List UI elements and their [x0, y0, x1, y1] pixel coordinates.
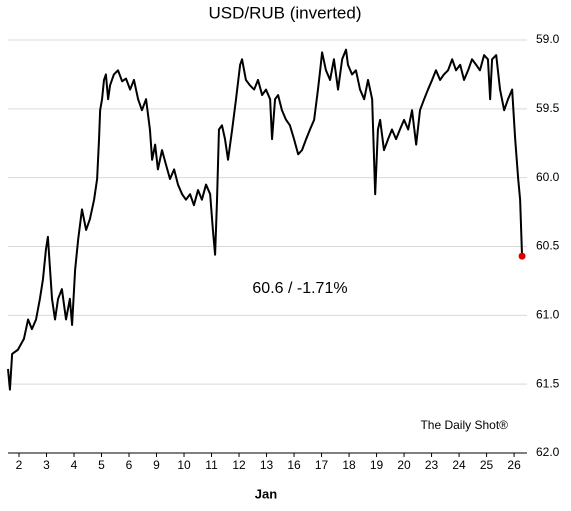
- y-tick-label: 59.5: [536, 101, 560, 115]
- x-tick-label: 18: [342, 458, 356, 472]
- x-tick-label: 19: [370, 458, 384, 472]
- x-tick-label: 12: [232, 458, 246, 472]
- x-tick-label: 13: [260, 458, 274, 472]
- x-tick-label: 9: [153, 458, 160, 472]
- y-tick-label: 59.0: [536, 32, 560, 46]
- x-tick-label: 26: [507, 458, 521, 472]
- x-tick-label: 24: [452, 458, 466, 472]
- y-tick-label: 60.5: [536, 239, 560, 253]
- x-tick-label: 5: [98, 458, 105, 472]
- x-tick-label: 10: [177, 458, 191, 472]
- y-tick-label: 62.0: [536, 445, 560, 459]
- x-tick-label: 6: [126, 458, 133, 472]
- x-tick-label: 2: [16, 458, 23, 472]
- x-tick-label: 17: [315, 458, 329, 472]
- annotation: 60.6 / -1.71%: [252, 280, 347, 297]
- y-tick-label: 61.0: [536, 308, 560, 322]
- y-tick-label: 61.5: [536, 376, 560, 390]
- x-tick-label: 16: [287, 458, 301, 472]
- chart-title: USD/RUB (inverted): [208, 3, 361, 22]
- y-tick-label: 60.0: [536, 170, 560, 184]
- x-tick-label: 11: [205, 458, 218, 472]
- x-tick-label: 3: [43, 458, 50, 472]
- x-axis-label: Jan: [255, 486, 277, 501]
- end-marker: [518, 252, 526, 260]
- x-tick-label: 20: [397, 458, 411, 472]
- line: [7, 48, 524, 391]
- x-tick-label: 23: [425, 458, 439, 472]
- x-tick-label: 4: [71, 458, 78, 472]
- source: The Daily Shot®: [420, 418, 508, 432]
- x-tick-label: 25: [480, 458, 494, 472]
